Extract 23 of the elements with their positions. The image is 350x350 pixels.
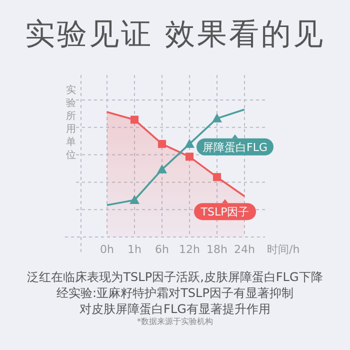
text: 对皮肤屏障蛋白FLG有显著提升作用	[80, 302, 270, 316]
point	[213, 173, 221, 182]
x-tick-label: 12h	[179, 243, 200, 256]
point	[186, 152, 194, 161]
text: *数据来源于实验机构	[137, 317, 213, 326]
x-tick-label: 0h	[100, 243, 114, 256]
point	[158, 140, 166, 148]
x-tick-label: 24h	[234, 243, 256, 256]
point	[184, 138, 194, 148]
legend-label: TSLP因子	[200, 206, 250, 219]
text: 泛红在临床表现为TSLP因子活跃,皮肤屏障蛋白FLG下降	[27, 270, 323, 284]
point	[157, 164, 167, 174]
legend-label: 屏障蛋白FLG	[202, 140, 268, 154]
point	[130, 195, 140, 204]
y-axis-title: 实验所用单位	[66, 84, 76, 161]
x-tick-label: 18h	[206, 243, 228, 256]
point	[212, 113, 222, 122]
x-tick-label: 1h	[128, 243, 142, 256]
chart-title: 实验见证 效果看的见	[25, 17, 325, 52]
x-axis-title: 时间/h	[267, 243, 300, 256]
x-tick-label: 6h	[155, 243, 170, 256]
text: 经实验:亚麻籽特护霜对TSLP因子有显著抑制	[56, 286, 294, 300]
point	[130, 116, 138, 124]
